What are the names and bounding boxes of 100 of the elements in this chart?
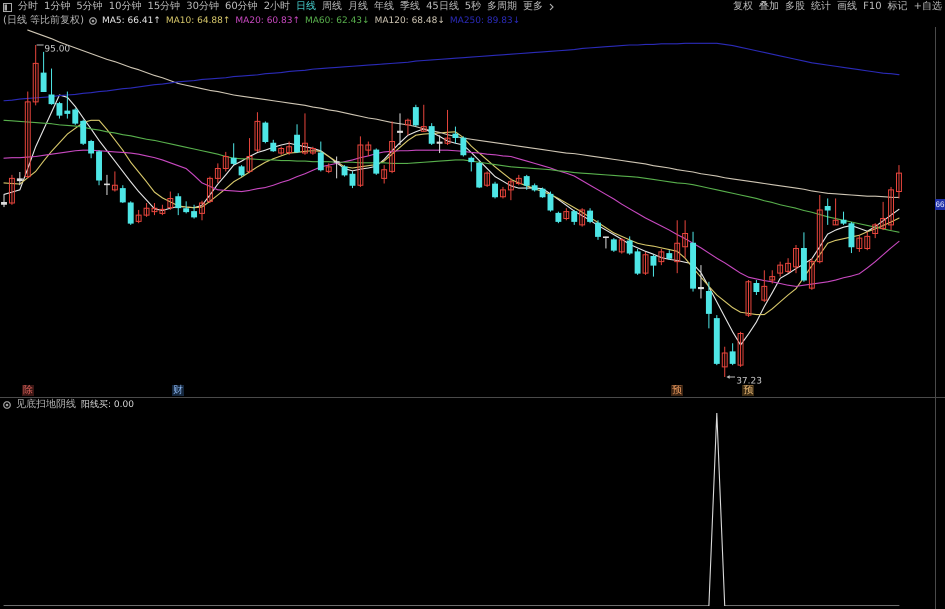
candlestick <box>24 91 31 179</box>
candlestick <box>191 204 198 220</box>
candlestick <box>793 244 799 274</box>
candlestick <box>746 280 752 318</box>
candlestick <box>856 234 862 252</box>
candlestick <box>136 209 142 224</box>
candlestick <box>436 134 443 154</box>
candlestick <box>698 264 704 299</box>
candlestick <box>16 172 23 186</box>
text: 日线 <box>296 1 316 13</box>
candlestick <box>468 156 474 172</box>
candlestick <box>238 164 245 178</box>
candlestick <box>246 138 252 174</box>
candlestick <box>896 164 902 199</box>
candlestick <box>262 120 268 144</box>
candlestick <box>342 164 348 178</box>
candlestick <box>484 170 490 188</box>
candlestick <box>880 201 886 231</box>
candlestick <box>761 270 768 302</box>
text: 分时 <box>18 1 38 13</box>
candlestick <box>587 208 594 224</box>
candlestick <box>602 236 609 249</box>
candlestick <box>563 208 570 221</box>
text: MA5: 66.41↑ <box>102 15 161 27</box>
text: MA20: 60.83↑ <box>235 15 300 27</box>
candlestick <box>412 104 419 128</box>
text: MA10: 64.88↑ <box>166 15 230 27</box>
candlestick <box>848 222 854 254</box>
candlestick <box>738 331 744 368</box>
candlestick <box>769 270 776 284</box>
candlestick <box>294 124 300 154</box>
text: 阳线买: 0.00 <box>81 399 134 411</box>
candlestick <box>777 261 784 278</box>
candlestick <box>88 139 94 159</box>
candlestick <box>666 250 672 260</box>
text: 月线 <box>348 1 368 13</box>
candlestick <box>120 184 126 204</box>
chart-title: (日线 等比前复权) <box>3 15 84 27</box>
candlestick <box>428 122 435 146</box>
text: 10分钟 <box>108 1 142 13</box>
candlestick <box>373 148 380 176</box>
candlestick <box>350 170 356 189</box>
candlestick <box>548 191 554 212</box>
candlestick <box>286 141 292 156</box>
candlestick <box>658 248 664 266</box>
candlestick <box>444 109 450 146</box>
candlestick <box>682 220 688 259</box>
candlestick <box>516 174 522 186</box>
candlestick <box>302 112 308 156</box>
candlestick <box>610 238 617 252</box>
text: 多股 <box>785 1 806 13</box>
text: 30分钟 <box>186 1 219 13</box>
candlestick <box>555 211 562 224</box>
chart-title: 见底扫地阴线 <box>16 399 76 411</box>
text: MA60: 62.43↓ <box>305 15 370 27</box>
candlestick <box>872 222 878 239</box>
text: 5秒 <box>464 1 482 13</box>
candlestick <box>674 220 680 274</box>
candlestick <box>167 191 174 210</box>
text: +自选 <box>914 1 942 13</box>
text: 标记 <box>888 1 908 13</box>
candlestick <box>175 192 182 216</box>
candlestick <box>357 136 364 188</box>
candlestick <box>326 162 332 174</box>
text: 周线 <box>322 1 342 13</box>
candlestick <box>816 194 823 264</box>
candlestick <box>152 202 158 216</box>
candlestick <box>618 238 625 254</box>
candlestick <box>80 119 86 146</box>
text: 1分钟 <box>44 1 70 13</box>
candlestick <box>270 139 276 152</box>
candlestick <box>183 200 190 214</box>
text: 15分钟 <box>147 1 180 13</box>
candlestick <box>48 68 54 106</box>
candlestick <box>397 112 403 146</box>
candlestick <box>389 120 396 174</box>
text: 统计 <box>811 1 832 13</box>
candlestick <box>832 198 839 226</box>
candlestick <box>254 112 260 152</box>
candlestick <box>318 141 324 172</box>
candlestick <box>144 202 150 218</box>
candlestick <box>222 151 229 172</box>
text: 45日线 <box>426 1 459 13</box>
candlestick <box>571 209 578 226</box>
candlestick <box>840 211 846 226</box>
candlestick <box>808 258 815 290</box>
text: MA250: 89.83↓ <box>450 15 520 27</box>
candlestick <box>8 174 15 206</box>
candlestick <box>500 186 506 199</box>
candlestick <box>492 181 498 199</box>
candlestick <box>104 174 110 196</box>
text: 叠加 <box>759 1 780 13</box>
text: 60分钟 <box>224 1 258 13</box>
candlestick <box>524 174 530 190</box>
candlestick <box>824 198 831 226</box>
candlestick <box>452 126 458 144</box>
annotation: 95.00 <box>44 44 70 54</box>
candlestick <box>420 104 427 132</box>
candlestick <box>626 236 633 256</box>
candlestick <box>508 178 514 201</box>
